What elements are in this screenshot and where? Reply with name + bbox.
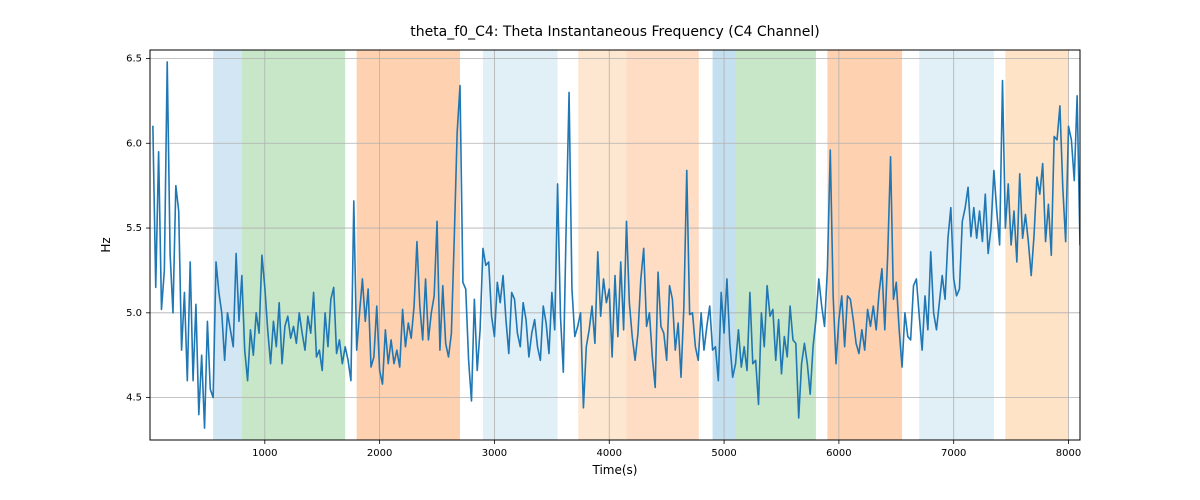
- y-tick-label: 4.5: [126, 393, 142, 404]
- x-tick-label: 1000: [252, 448, 277, 459]
- x-tick-label: 7000: [941, 448, 966, 459]
- y-tick-label: 6.5: [126, 53, 142, 64]
- background-span-7: [736, 50, 816, 440]
- background-span-1: [242, 50, 345, 440]
- y-axis-label: Hz: [99, 237, 113, 252]
- chart-container: 1000 2000 3000 4000 5000 6000 7000 8000 4.5 5.0 5.…: [0, 0, 1200, 500]
- background-span-0: [213, 50, 242, 440]
- background-span-9: [919, 50, 994, 440]
- x-tick-label: 4000: [597, 448, 622, 459]
- x-tick-label: 5000: [711, 448, 736, 459]
- x-tick-label: 6000: [826, 448, 851, 459]
- chart-svg: 1000 2000 3000 4000 5000 6000 7000 8000 4.5 5.0 5.…: [0, 0, 1200, 500]
- chart-title: theta_f0_C4: Theta Instantaneous Frequen…: [410, 24, 820, 40]
- background-span-4: [578, 50, 626, 440]
- x-tick-label: 3000: [482, 448, 507, 459]
- x-axis-label: Time(s): [592, 463, 638, 477]
- x-tick-label: 8000: [1056, 448, 1081, 459]
- y-tick-label: 5.0: [126, 308, 142, 319]
- y-tick-label: 5.5: [126, 223, 142, 234]
- y-tick-label: 6.0: [126, 138, 142, 149]
- background-span-2: [357, 50, 460, 440]
- x-tick-label: 2000: [367, 448, 392, 459]
